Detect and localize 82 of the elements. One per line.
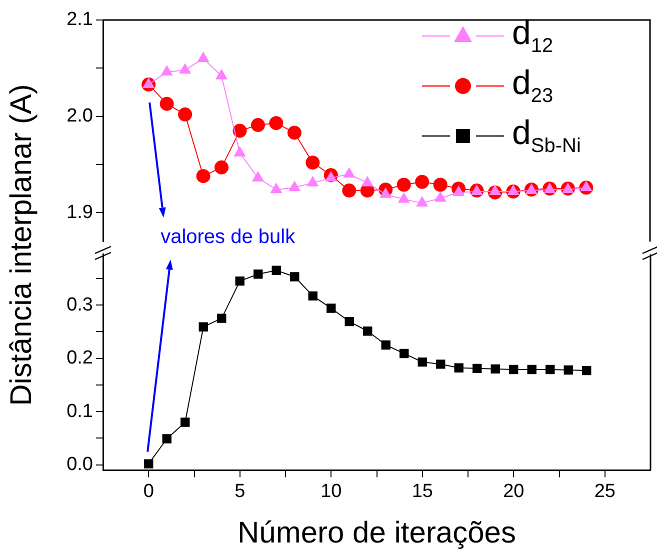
point (344, 316, 354, 326)
point (580, 180, 592, 192)
y-tick-label: 1.9 (66, 202, 93, 223)
legend-label: d$_{Sb-Ni}$ (512, 114, 581, 158)
point (452, 185, 465, 196)
point (396, 178, 411, 192)
point (270, 182, 282, 194)
point (507, 184, 520, 195)
point (178, 63, 192, 74)
point (436, 360, 446, 369)
point (454, 363, 464, 372)
point (198, 322, 208, 332)
y-tick-label: 0.2 (66, 348, 93, 369)
point (287, 126, 302, 140)
point (217, 314, 226, 323)
point (434, 191, 446, 202)
point (381, 340, 390, 350)
point (324, 171, 337, 182)
point (160, 65, 173, 76)
point (509, 364, 518, 374)
point (160, 96, 174, 111)
point (488, 184, 502, 195)
point (564, 365, 573, 375)
y-tick-label: 2.0 (66, 106, 93, 127)
point (178, 107, 192, 122)
point (544, 182, 556, 194)
x-tick-label: 5 (234, 480, 246, 502)
point (433, 178, 448, 192)
y-tick-label: 0.3 (66, 294, 93, 316)
point (290, 272, 300, 282)
point (254, 270, 263, 279)
point (250, 118, 265, 132)
point (380, 187, 392, 198)
point (342, 184, 356, 198)
point (562, 182, 574, 194)
point (235, 276, 244, 286)
point (306, 156, 320, 170)
point (527, 364, 536, 374)
x-tick-label: 25 (594, 480, 616, 502)
annotation: valores de bulk (160, 226, 296, 249)
point (306, 176, 319, 186)
point (582, 366, 592, 376)
legend-label: d$_{23}$ (512, 64, 554, 108)
point (326, 304, 336, 313)
point (162, 434, 172, 444)
legend-label: d$_{12}$ (512, 14, 554, 58)
y-tick-label: 0.1 (66, 400, 93, 422)
y-tick-label: 0.0 (66, 454, 93, 476)
x-tick-label: 20 (503, 480, 524, 502)
y-tick-label: 2.1 (66, 9, 93, 30)
point (197, 52, 210, 62)
point (546, 364, 555, 374)
point (490, 364, 500, 374)
point (142, 78, 155, 88)
point (418, 357, 427, 367)
point (415, 174, 430, 189)
point (272, 266, 281, 275)
point (215, 68, 228, 80)
point (214, 160, 229, 174)
point (288, 180, 301, 192)
point (398, 192, 410, 203)
y-axis-title: Distância interplanar (A) (5, 83, 39, 408)
point (470, 184, 483, 195)
point (144, 459, 154, 468)
point (308, 291, 318, 301)
point (234, 146, 246, 156)
point (180, 418, 190, 427)
x-tick-label: 0 (143, 480, 154, 502)
point (232, 124, 247, 138)
x-tick-label: 10 (320, 480, 342, 502)
point (343, 167, 356, 178)
point (363, 326, 372, 336)
point (472, 364, 482, 374)
point (525, 184, 538, 194)
point (416, 196, 428, 207)
point (252, 171, 264, 182)
x-tick-label: 15 (412, 480, 433, 502)
point (400, 348, 409, 358)
point (361, 176, 374, 186)
point (196, 169, 210, 184)
x-axis-title: Número de iterações (238, 516, 516, 550)
point (269, 116, 284, 130)
